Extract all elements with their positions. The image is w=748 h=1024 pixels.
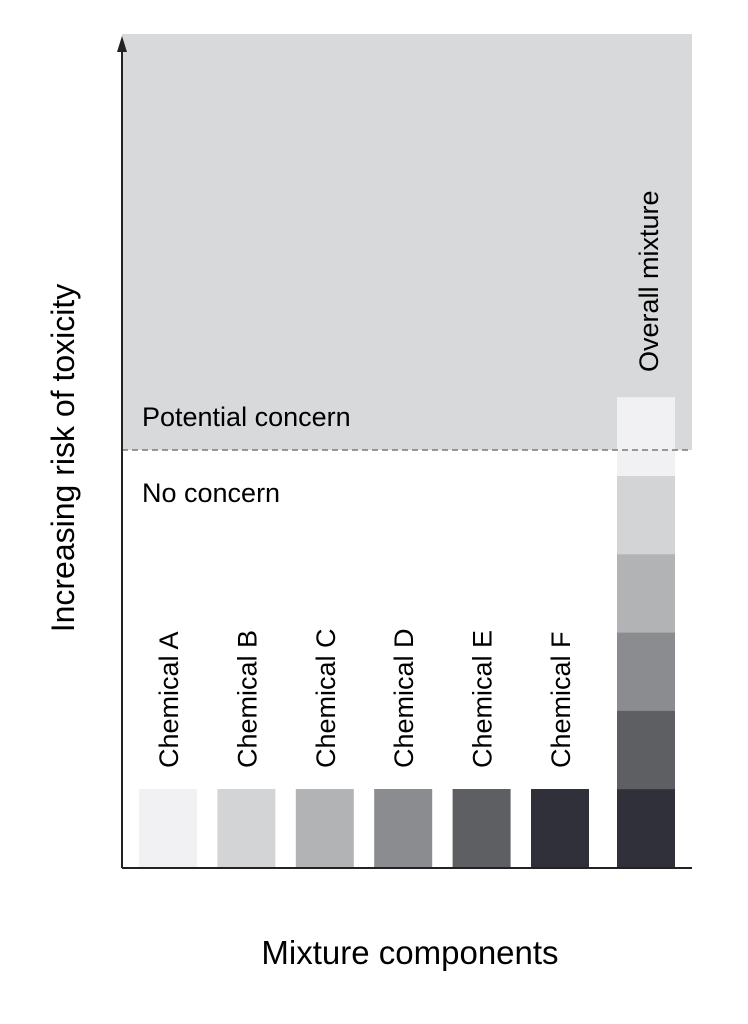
chemical-c-label: Chemical C [311,628,341,768]
chemical-boxes [139,789,589,867]
potential-concern-label: Potential concern [142,402,351,432]
overall-mixture-label: Overall mixture [634,190,664,372]
overall-segment-chemical-d [617,632,675,711]
y-axis-title: Increasing risk of toxicity [45,284,81,633]
chemical-labels: Chemical A Chemical B Chemical C Chemical D… [154,628,576,768]
overall-segment-chemical-a [617,397,675,476]
chemical-f-box [531,789,589,867]
chemical-b-box [217,789,276,867]
chemical-e-label: Chemical E [468,630,498,768]
overall-segment-chemical-f [617,788,675,868]
y-axis-arrow-icon [117,36,127,52]
overall-segment-chemical-b [617,475,675,555]
chemical-b-label: Chemical B [232,630,262,768]
chemical-d-box [374,789,433,867]
overall-mixture-bar [617,397,675,868]
chemical-d-label: Chemical D [389,628,419,768]
overall-segment-chemical-c [617,553,675,633]
potential-concern-zone [122,34,692,450]
chemical-a-label: Chemical A [154,631,184,768]
no-concern-label: No concern [142,478,280,508]
chemical-a-box [139,789,197,867]
overall-segment-chemical-e [617,710,675,790]
chemical-f-label: Chemical F [546,631,576,768]
chemical-e-box [452,789,511,867]
chemical-c-box [295,789,354,867]
x-axis-title: Mixture components [261,934,558,971]
